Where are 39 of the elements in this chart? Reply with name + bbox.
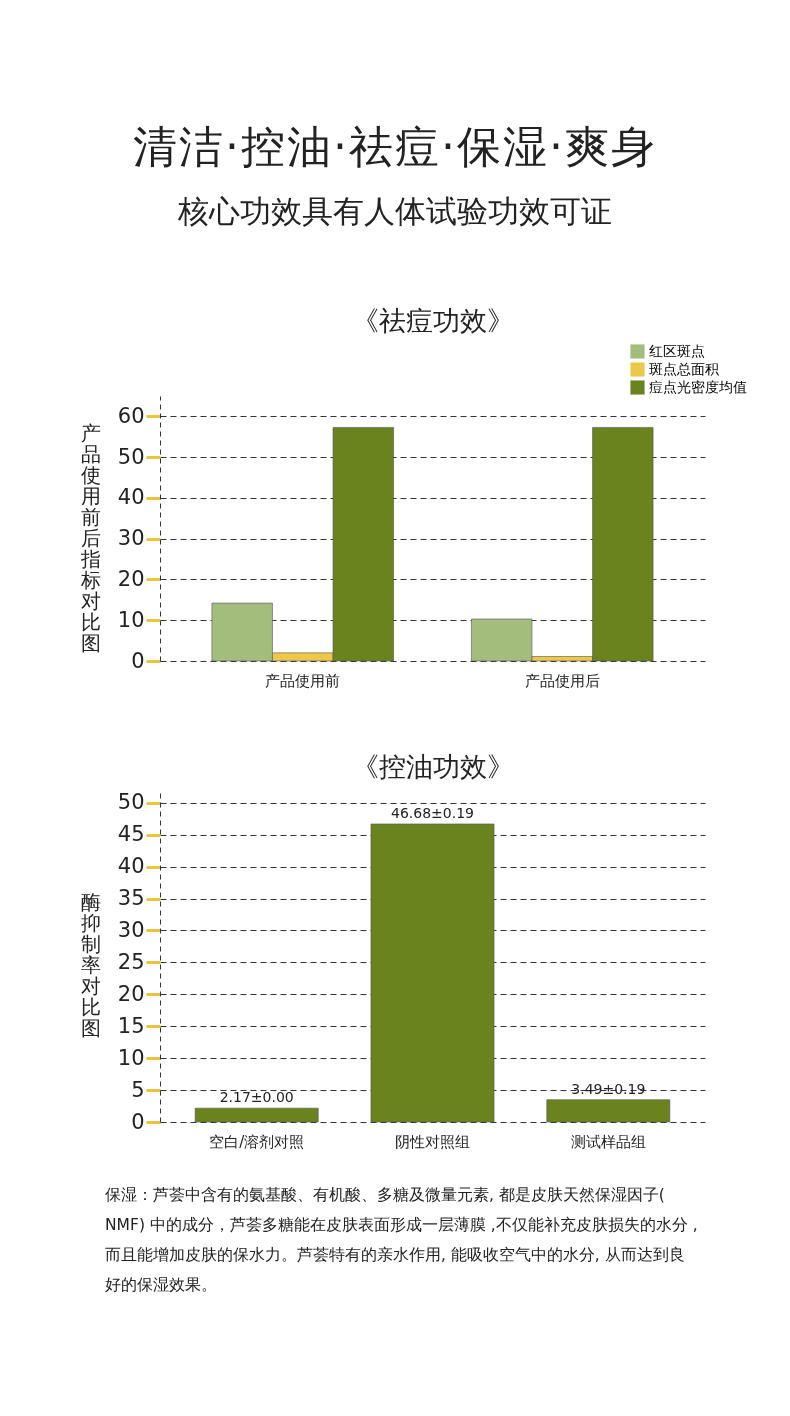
y-tick-label: 0: [131, 648, 145, 673]
text: 产品使用前后指标对比图: [80, 420, 101, 655]
y-axis-title: 酶抑制率对比图: [80, 890, 101, 1040]
legend-label: 痘点光密度均值: [649, 378, 747, 395]
data-label: 46.68±0.19: [391, 804, 474, 821]
y-tick-label: 10: [117, 607, 145, 632]
data-label: 3.49±0.19: [571, 1080, 646, 1097]
y-tick-label: 60: [117, 403, 145, 428]
y-tick-label: 15: [117, 1013, 145, 1038]
x-tick-label: 测试样品组: [570, 1132, 646, 1151]
x-tick-label: 产品使用后: [524, 671, 600, 690]
y-tick-label: 5: [131, 1077, 145, 1102]
text: 清洁·控油·祛痘·保湿·爽身: [132, 120, 658, 174]
chart-title: 《控油功效》: [351, 751, 514, 782]
bar: [370, 823, 495, 1123]
y-tick-label: 0: [131, 1109, 145, 1134]
y-tick-label: 20: [117, 566, 145, 591]
y-tick-label: 30: [117, 917, 145, 942]
chart-title: 《祛痘功效》: [351, 305, 514, 336]
x-tick-label: 阴性对照组: [395, 1132, 470, 1151]
text: 核心功效具有人体试验功效可证: [177, 192, 613, 231]
legend-label: 红区斑点: [649, 342, 705, 359]
y-tick-label: 20: [117, 981, 145, 1006]
y-tick-label: 40: [117, 854, 145, 879]
text: 保湿：芦荟中含有的氨基酸、有机酸、多糖及微量元素, 都是皮肤天然保湿因子( NMF) 中的成分，芦荟多糖能在皮肤表面形成一层薄膜 ,不仅能补充皮肤损失的水分 ,而且能增加皮肤的保水力。芦荟特有的亲水作用, 能吸收空气中的水分, 从而达到良好的保湿效果。: [104, 1185, 699, 1296]
y-tick-label: 50: [117, 444, 145, 469]
y-tick-label: 50: [117, 790, 145, 815]
x-tick-label: 空白/溶剂对照: [209, 1132, 305, 1151]
bar: [194, 1107, 319, 1123]
x-tick-label: 产品使用前: [265, 671, 341, 690]
y-tick-label: 45: [117, 822, 145, 847]
data-label: 2.17±0.00: [219, 1089, 294, 1106]
y-tick-label: 40: [117, 485, 145, 510]
y-tick-label: 25: [117, 949, 145, 974]
y-tick-label: 35: [117, 886, 145, 911]
legend-label: 斑点总面积: [649, 360, 719, 377]
bar: [546, 1099, 671, 1123]
y-tick-label: 30: [117, 526, 145, 551]
y-tick-label: 10: [117, 1045, 145, 1070]
